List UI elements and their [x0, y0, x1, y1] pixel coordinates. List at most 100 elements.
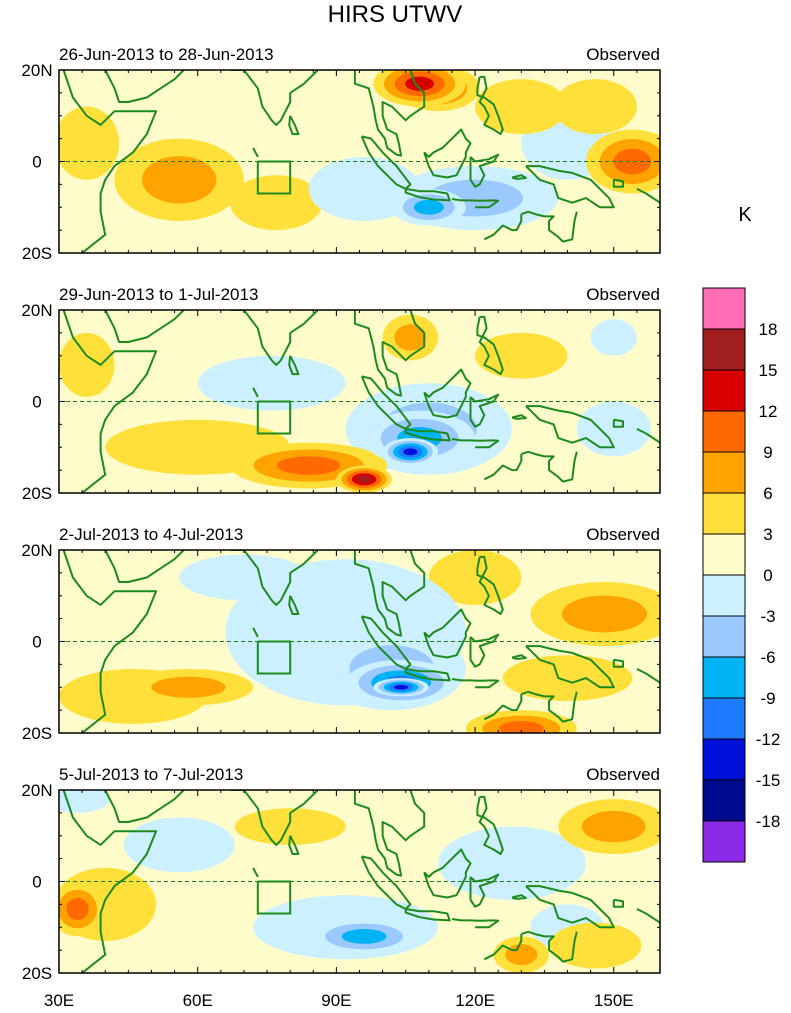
- coastline-9: [423, 848, 472, 899]
- coastline-17: [612, 898, 624, 908]
- coastline-11: [476, 555, 504, 615]
- colorbar-label: 9: [763, 443, 772, 462]
- coastline-16: [511, 894, 527, 900]
- coastline-16: [511, 414, 527, 420]
- coastline-18: [636, 668, 660, 685]
- coastline-6: [360, 615, 412, 670]
- coastline-14: [483, 694, 523, 721]
- colorbar-label: 18: [759, 320, 778, 339]
- anomaly-blob-9-level-1: [475, 332, 568, 379]
- panel-1: 20N 0 20S 26-Jun-2013 to 28-Jun-2013 Observe…: [21, 45, 661, 263]
- x-tick-label: 150E: [594, 991, 634, 1010]
- colorbar-label: 12: [759, 402, 778, 421]
- anomaly-blob-8-level-1: [59, 332, 115, 397]
- panel-date-label: 26-Jun-2013 to 28-Jun-2013: [59, 45, 274, 64]
- index-box: [256, 160, 292, 195]
- panel-date-label: 5-Jul-2013 to 7-Jul-2013: [59, 765, 243, 784]
- coastlines: [62, 70, 660, 253]
- coastline-14: [483, 454, 523, 481]
- coastline-5: [353, 70, 426, 157]
- coastline-3: [230, 790, 319, 846]
- panel-type-label: Observed: [586, 285, 660, 304]
- coastline-12: [525, 645, 615, 689]
- coastline-8: [451, 918, 500, 929]
- coastline-16: [511, 654, 527, 660]
- anomaly-blob-10-level-1: [197, 355, 346, 411]
- panels-group: 20N 0 20S 26-Jun-2013 to 28-Jun-2013 Observe…: [21, 45, 661, 983]
- y-tick-label: 20N: [21, 541, 52, 560]
- coastline-15: [419, 550, 422, 551]
- coastline-4: [288, 595, 300, 615]
- colorbar: -18 -15 -12 -9 -6 -3 0 3 6 9 12 15 18: [702, 287, 781, 863]
- panel-type-label: Observed: [586, 525, 660, 544]
- coastline-8: [451, 198, 500, 209]
- coastline-18: [636, 188, 660, 205]
- coastline-12: [525, 165, 615, 209]
- y-tick-label: 0: [32, 153, 41, 172]
- y-tick-label: 0: [32, 393, 41, 412]
- anomaly-blob-12-level-1: [234, 808, 346, 845]
- coastline-10: [469, 393, 500, 428]
- y-tick-label: 20N: [21, 781, 52, 800]
- coastline-1: [62, 790, 158, 973]
- coastline-7: [404, 668, 451, 682]
- coastline-9: [423, 368, 472, 419]
- colorbar-label: -6: [760, 648, 775, 667]
- anomaly-blob-4-level-5: [357, 475, 372, 483]
- x-tick-label: 30E: [44, 991, 74, 1010]
- colorbar-label: 6: [763, 484, 772, 503]
- coastline-16: [511, 174, 527, 180]
- anomaly-blob-12-level-1: [576, 401, 651, 457]
- anomaly-blob-1-level-3: [341, 929, 387, 944]
- coastline-14: [483, 934, 523, 961]
- colorbar-label: -18: [756, 812, 781, 831]
- anomaly-blob-7-level-2: [394, 324, 427, 351]
- coastline-7: [404, 908, 451, 922]
- colorbar-box-5: [702, 656, 746, 699]
- coastline-10: [469, 153, 500, 188]
- index-box: [256, 640, 292, 675]
- coastline-18: [636, 908, 660, 925]
- coastlines: [62, 550, 660, 733]
- coastline-12: [525, 885, 615, 929]
- x-tick-label: 60E: [183, 991, 213, 1010]
- coastline-5: [353, 550, 426, 637]
- anomaly-blob-7-level-2: [151, 676, 226, 698]
- anomaly-blob-8-level-1: [230, 175, 323, 231]
- colorbar-box-10: [702, 451, 746, 494]
- panel-3: 20N 0 20S 2-Jul-2013 to 4-Jul-2013 Observed: [21, 525, 661, 743]
- coastline-13: [520, 690, 578, 723]
- coastline-19: [252, 627, 259, 638]
- chart-title: HIRS UTWV: [328, 1, 463, 28]
- y-tick-label: 20S: [22, 724, 52, 743]
- panel-date-label: 29-Jun-2013 to 1-Jul-2013: [59, 285, 258, 304]
- coastline-3: [230, 70, 319, 126]
- coastline-17: [612, 178, 624, 188]
- panel-4: 20N 0 20S 5-Jul-2013 to 7-Jul-2013 Observed: [21, 765, 661, 983]
- coastlines: [62, 310, 660, 493]
- x-tick-label: 120E: [455, 991, 495, 1010]
- coastline-4: [288, 355, 300, 376]
- coastline-11: [476, 315, 504, 376]
- anomaly-blob-9-level-3: [413, 199, 444, 215]
- anomaly-blob-5-level-2: [581, 810, 646, 843]
- y-tick-label: 20S: [22, 964, 52, 983]
- coastline-5: [353, 310, 426, 397]
- coastline-7: [404, 187, 451, 202]
- anomaly-blob-4-level-2: [142, 156, 217, 204]
- panel-type-label: Observed: [586, 765, 660, 784]
- anomaly-blob-6-level-1: [475, 79, 568, 135]
- coastline-3: [230, 550, 319, 606]
- colorbar-box-1: [702, 820, 746, 863]
- coastline-5: [353, 790, 426, 877]
- coastlines: [62, 790, 660, 973]
- coastline-1: [62, 310, 158, 493]
- coastline-9: [423, 128, 472, 179]
- coastline-18: [636, 428, 660, 445]
- coastline-4: [288, 835, 300, 855]
- coastline-15: [419, 310, 422, 311]
- coastline-4: [288, 115, 300, 136]
- coastline-2: [104, 70, 185, 103]
- coastline-2: [104, 310, 185, 343]
